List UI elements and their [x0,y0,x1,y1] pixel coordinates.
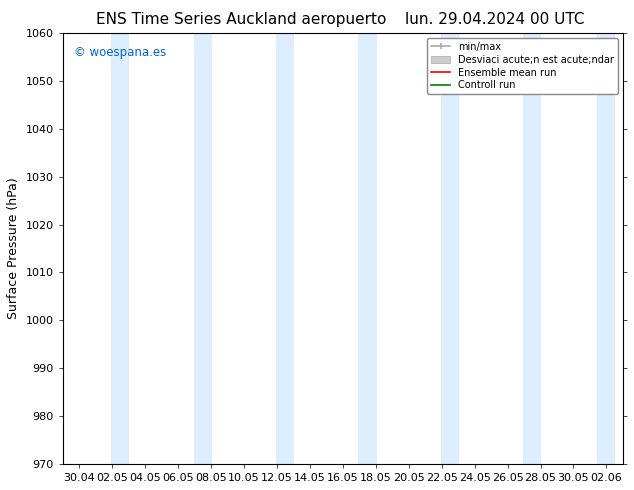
Bar [276,33,294,464]
Legend: min/max, Desviaci acute;n est acute;ndar, Ensemble mean run, Controll run: min/max, Desviaci acute;n est acute;ndar… [427,38,618,95]
Bar [523,33,541,464]
Text: © woespana.es: © woespana.es [74,46,166,59]
Bar [193,33,212,464]
Bar [597,33,616,464]
Bar [111,33,129,464]
Bar [358,33,377,464]
Bar [441,33,459,464]
Text: lun. 29.04.2024 00 UTC: lun. 29.04.2024 00 UTC [404,12,585,27]
Y-axis label: Surface Pressure (hPa): Surface Pressure (hPa) [7,178,20,319]
Text: ENS Time Series Auckland aeropuerto: ENS Time Series Auckland aeropuerto [96,12,386,27]
